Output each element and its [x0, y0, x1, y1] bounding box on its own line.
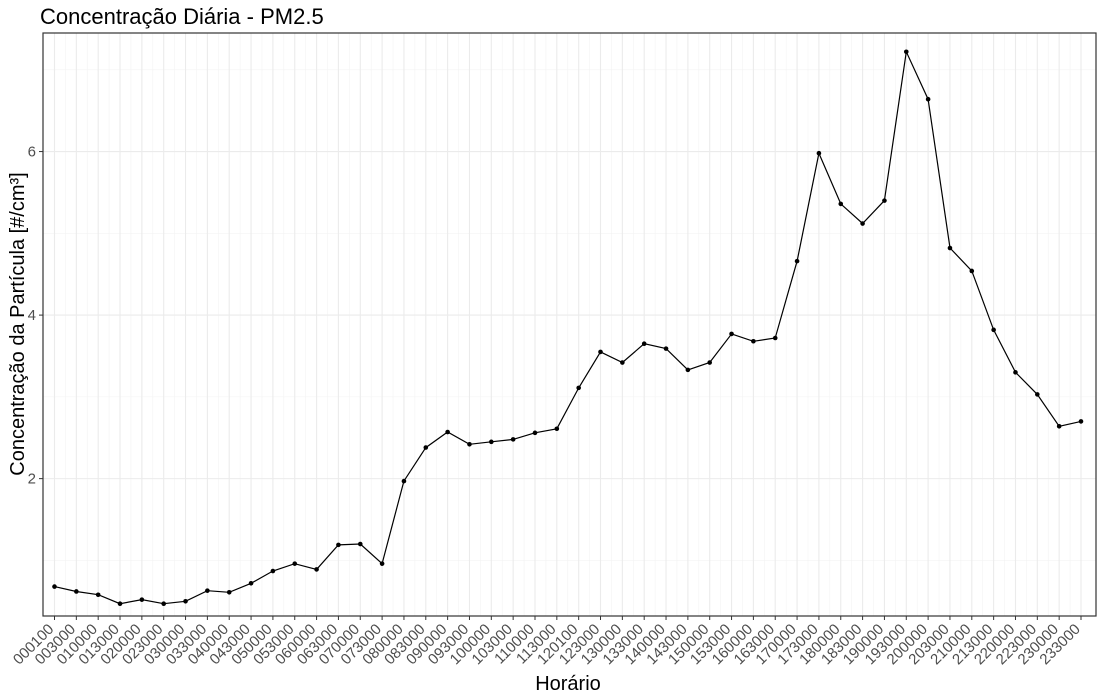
panel-border	[42, 32, 1097, 617]
data-point	[729, 331, 734, 337]
data-point	[117, 601, 123, 607]
data-point	[554, 426, 560, 432]
data-point	[969, 268, 975, 274]
data-point	[467, 441, 472, 447]
data-point	[685, 367, 691, 373]
y-axis-title: Concentração da Partícula [#/cm³]	[7, 172, 29, 475]
data-point	[292, 561, 298, 566]
data-point	[1013, 370, 1018, 375]
data-point	[489, 439, 494, 445]
data-point	[1056, 424, 1062, 429]
series-line	[54, 49, 1082, 605]
data-point	[772, 335, 778, 341]
data-point	[576, 385, 581, 391]
y-tick-label: 6	[28, 144, 36, 161]
data-point	[794, 258, 800, 264]
data-point	[205, 588, 210, 593]
data-point	[620, 360, 625, 365]
data-point	[379, 561, 385, 566]
data-point	[248, 580, 254, 586]
data-point	[161, 601, 167, 607]
data-point	[74, 589, 79, 594]
data-point	[947, 245, 953, 251]
data-point	[357, 541, 363, 547]
data-point	[751, 338, 756, 344]
data-point	[925, 96, 931, 102]
data-point	[882, 198, 887, 203]
data-point	[707, 360, 713, 365]
data-point	[663, 346, 669, 351]
data-point	[991, 327, 996, 333]
data-point	[816, 150, 822, 156]
series-layer	[52, 49, 1084, 607]
data-point	[95, 592, 101, 598]
x-axis-title: Horário	[535, 673, 601, 695]
data-point	[532, 430, 538, 436]
y-tick-label: 2	[28, 471, 36, 488]
data-point	[336, 542, 341, 548]
y-axis: 2 4 6	[28, 144, 43, 488]
data-point	[598, 349, 603, 355]
data-point	[314, 567, 319, 572]
data-point	[860, 221, 865, 226]
data-point	[183, 598, 188, 604]
data-point	[52, 584, 57, 589]
data-point	[903, 49, 909, 55]
data-point	[1035, 392, 1040, 397]
y-tick-label: 4	[28, 307, 36, 324]
data-point	[401, 478, 407, 484]
data-point	[270, 568, 276, 574]
gridlines	[43, 33, 1096, 616]
data-point	[510, 437, 516, 442]
data-point	[641, 341, 647, 347]
data-point	[423, 445, 429, 450]
data-point	[139, 597, 145, 602]
data-point	[1078, 419, 1084, 424]
x-axis: 0001000030000100000130000200000230000300…	[10, 616, 1084, 668]
chart-title: Concentração Diária - PM2.5	[40, 4, 324, 29]
data-point	[838, 201, 844, 207]
data-point	[226, 589, 232, 595]
data-point	[445, 429, 450, 435]
